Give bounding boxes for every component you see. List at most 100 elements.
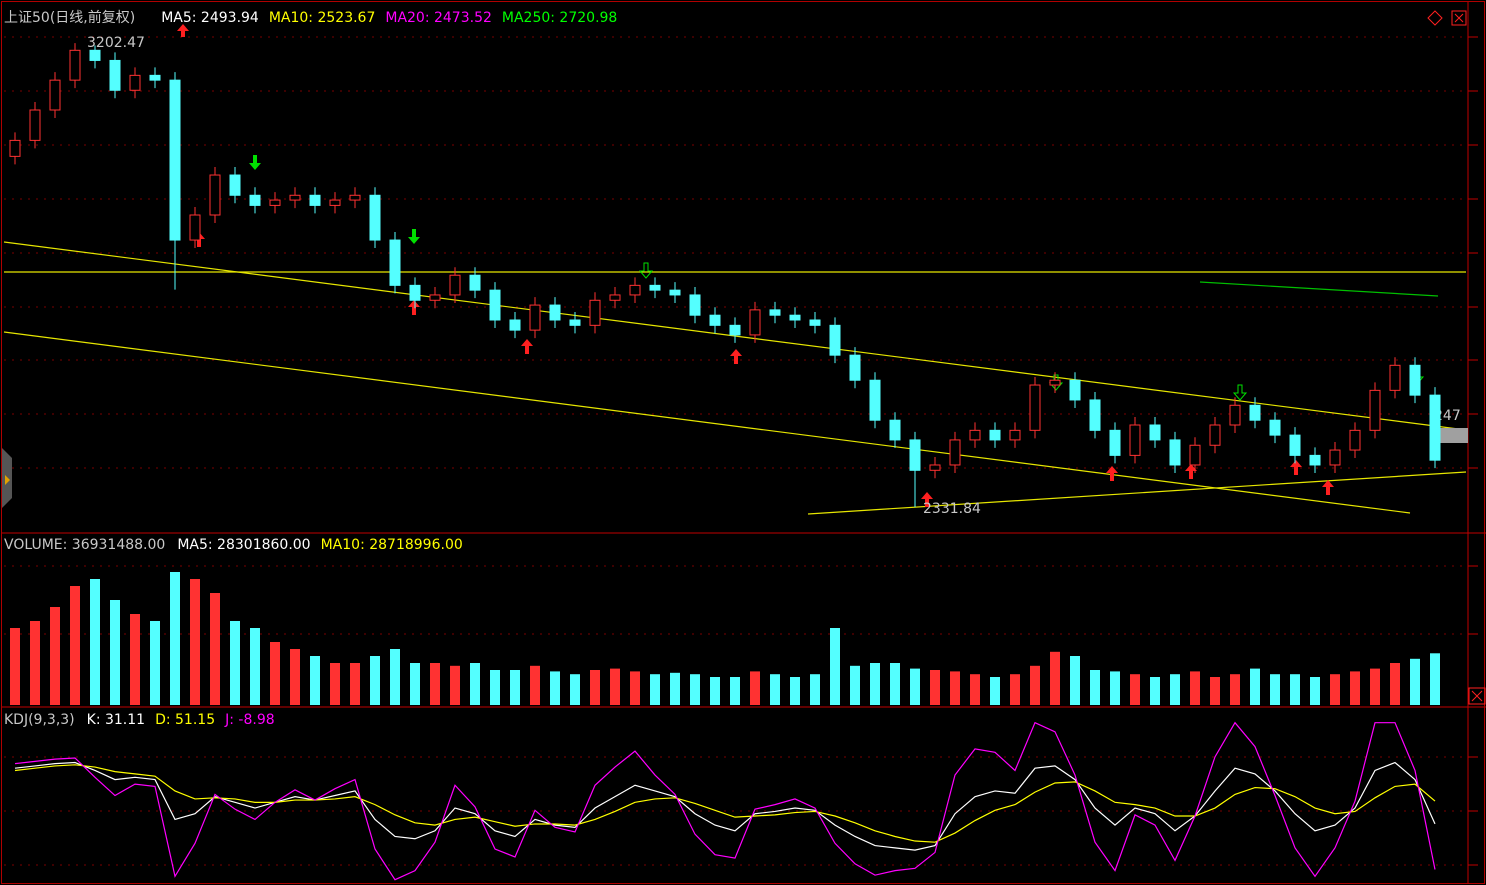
candle-body	[49, 79, 61, 111]
candle-body	[289, 194, 301, 201]
chart-title: 上证50(日线,前复权)	[4, 9, 135, 26]
volume-bar	[90, 579, 100, 705]
candle-body	[669, 289, 681, 296]
candle-body	[449, 274, 461, 296]
candle-body	[1169, 439, 1181, 466]
candle-body	[589, 299, 601, 326]
volume-bar	[990, 677, 1000, 705]
volume-bar	[770, 674, 780, 705]
volume-bar	[1170, 674, 1180, 705]
candle-body	[469, 274, 481, 291]
volume-bar	[1350, 671, 1360, 705]
price-marker	[1432, 428, 1468, 443]
volume-bar	[650, 674, 660, 705]
close-button[interactable]	[1451, 10, 1467, 26]
candle-body	[1109, 429, 1121, 456]
candle-body	[949, 439, 961, 466]
candle-body	[129, 74, 141, 91]
candle-body	[1229, 404, 1241, 426]
volume-bar	[430, 663, 440, 705]
volume-bar	[510, 670, 520, 705]
volume-bar	[570, 674, 580, 705]
candle-body	[1349, 429, 1361, 451]
candle-body	[309, 194, 321, 206]
candle-body	[1249, 404, 1261, 421]
volume-bar	[1390, 663, 1400, 705]
volume-bar	[490, 670, 500, 705]
candle-body	[1209, 424, 1221, 446]
volume-bar	[170, 572, 180, 705]
candle-body	[109, 59, 121, 91]
candle-body	[489, 289, 501, 321]
side-tab-arrow	[5, 475, 10, 485]
volume-bar	[810, 674, 820, 705]
candle-body	[569, 319, 581, 326]
volume-bar	[970, 674, 980, 705]
volume-bar	[1090, 670, 1100, 705]
candle-body	[829, 324, 841, 356]
volume-bar	[130, 614, 140, 705]
candle-body	[1049, 379, 1061, 386]
candle-body	[1309, 454, 1321, 466]
candle-body	[1409, 364, 1421, 396]
volume-bar	[590, 670, 600, 705]
volume-bar	[250, 628, 260, 705]
close-icon	[1454, 13, 1464, 23]
candle-body	[549, 304, 561, 321]
low-label: 2331.84	[923, 501, 981, 517]
candle-body	[629, 284, 641, 296]
legend-entry: MA250: 2720.98	[502, 10, 617, 26]
indicator-line	[14, 721, 1436, 881]
volume-bar	[110, 600, 120, 705]
candle-body	[789, 314, 801, 321]
candle-body	[269, 199, 281, 206]
candle-body	[889, 419, 901, 441]
panel-close-button[interactable]	[1468, 687, 1486, 705]
candle-body	[369, 194, 381, 241]
volume-bar	[1210, 677, 1220, 705]
volume-bar	[1150, 677, 1160, 705]
candle-body	[329, 199, 341, 206]
candle-body	[389, 239, 401, 286]
float-button[interactable]	[1427, 10, 1443, 26]
candle-body	[1429, 394, 1441, 461]
candle-body	[1189, 444, 1201, 466]
volume-bar	[230, 621, 240, 705]
volume-bar	[390, 649, 400, 705]
candle-body	[209, 174, 221, 216]
candle-body	[429, 294, 441, 301]
indicator-line	[14, 761, 1436, 851]
volume-bar	[850, 665, 860, 705]
volume-bar	[670, 672, 680, 705]
volume-bar	[290, 649, 300, 705]
volume-bar	[1270, 674, 1280, 705]
legend-entry: MA10: 2523.67	[269, 10, 376, 26]
candle-body	[349, 194, 361, 201]
candle-body	[809, 319, 821, 326]
volume-bar	[930, 670, 940, 705]
candle-body	[969, 429, 981, 441]
volume-bar	[330, 663, 340, 705]
volume-bar	[310, 656, 320, 705]
candle-body	[29, 109, 41, 141]
volume-bar	[1190, 671, 1200, 705]
volume-bar	[350, 663, 360, 705]
kdj-title: KDJ(9,3,3)	[4, 712, 75, 728]
volume-bar	[1290, 674, 1300, 705]
volume-bar	[1070, 656, 1080, 705]
candle-body	[189, 214, 201, 241]
volume-bar	[630, 671, 640, 705]
candle-body	[1369, 389, 1381, 431]
volume-bar	[890, 663, 900, 705]
candle-body	[1269, 419, 1281, 436]
volume-bar	[550, 671, 560, 705]
candle-body	[689, 294, 701, 316]
legend-entry: K: 31.11	[87, 712, 145, 728]
volume-bar	[150, 621, 160, 705]
volume-bar	[1410, 658, 1420, 705]
candle-body	[149, 74, 161, 81]
candle-body	[9, 139, 21, 157]
